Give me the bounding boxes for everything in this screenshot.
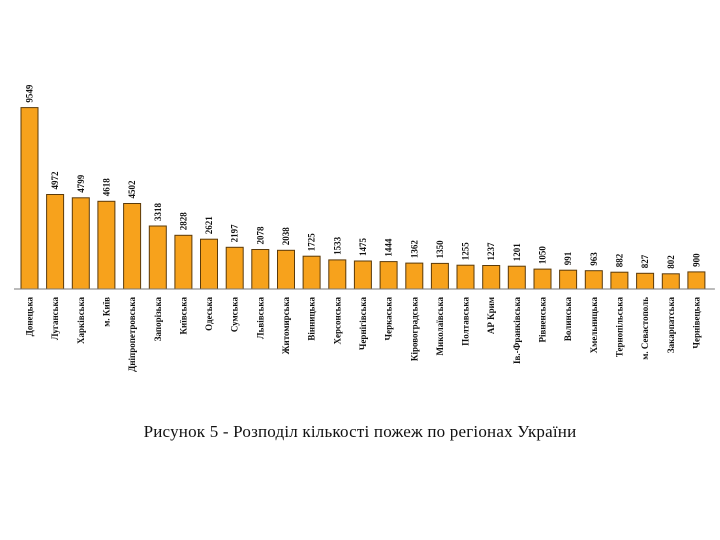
bar [251, 249, 270, 290]
value-label: 2828 [178, 212, 188, 231]
category-tick-label: Кіровоградська [409, 297, 419, 362]
bar [302, 255, 321, 290]
bar [379, 261, 398, 290]
value-label: 1362 [409, 240, 419, 259]
bar [123, 203, 142, 290]
bar [71, 197, 90, 290]
category-tick-label: Донецька [25, 297, 35, 337]
tick-labels-layer: Донецька Луганська Харківська м. Київ Дніпро… [25, 297, 702, 372]
category-tick-label: Запорізька [153, 297, 163, 342]
value-label: 1201 [512, 243, 522, 262]
category-tick-label: Дніпропетровська [127, 297, 137, 372]
category-tick-label: Черкаська [384, 297, 394, 341]
bar [277, 249, 295, 290]
bar [148, 225, 167, 290]
value-label: 4799 [76, 174, 86, 193]
category-tick-label: Миколаївська [435, 297, 445, 356]
bar [636, 272, 655, 290]
category-tick-label: Чернівецька [691, 297, 701, 349]
bar [456, 264, 475, 290]
category-tick-label: м. Київ [101, 297, 111, 327]
value-label: 2621 [204, 216, 214, 235]
bar [687, 271, 706, 290]
bar [661, 273, 680, 290]
category-tick-label: Київська [178, 297, 188, 335]
value-label: 1050 [538, 246, 548, 265]
bar [584, 270, 603, 290]
category-tick-label: м. Севастополь [640, 297, 650, 360]
value-label: 2078 [255, 226, 265, 245]
value-label: 802 [666, 255, 676, 269]
value-label: 3318 [153, 203, 163, 222]
bar [225, 246, 244, 290]
bars-layer [20, 107, 706, 290]
category-tick-label: Вінницька [307, 297, 317, 341]
value-label: 1444 [384, 238, 394, 257]
value-label: 827 [640, 254, 650, 268]
category-tick-label: Рівненська [538, 297, 548, 343]
bar [430, 262, 449, 290]
category-tick-label: Волинська [563, 297, 573, 342]
bar [353, 260, 372, 290]
value-label: 900 [691, 253, 701, 267]
value-label: 4502 [127, 180, 137, 199]
value-label: 2038 [281, 227, 291, 246]
bar [610, 271, 629, 290]
bar [20, 107, 39, 290]
bar [174, 234, 193, 290]
category-tick-label: Житомирська [281, 297, 291, 355]
category-tick-label: Луганська [50, 297, 60, 341]
bar [559, 269, 578, 290]
category-tick-label: Одеська [204, 297, 214, 331]
value-label: 4972 [50, 171, 60, 190]
category-tick-label: Херсонська [332, 297, 342, 345]
figure-caption: Рисунок 5 - Розподіл кількості пожеж по … [143, 422, 577, 441]
category-tick-label: Харківська [76, 297, 86, 344]
category-tick-label: Чернігівська [358, 297, 368, 351]
bar [405, 262, 424, 290]
value-label: 963 [589, 252, 599, 266]
bar [46, 194, 65, 290]
value-label: 882 [614, 253, 624, 267]
value-label: 9549 [25, 84, 35, 103]
value-labels-layer: 9549 4972 4799 4618 4502 3318 2828 2621 2197 2078… [25, 84, 702, 269]
bar [507, 265, 526, 290]
value-label: 2197 [230, 224, 240, 243]
value-label: 1533 [332, 236, 342, 255]
category-tick-label: Львівська [255, 297, 265, 340]
category-tick-label: АР Крим [486, 297, 496, 334]
value-label: 1237 [486, 242, 496, 261]
bar [482, 265, 501, 290]
category-tick-label: Закарпатська [666, 297, 676, 354]
value-label: 991 [563, 251, 573, 265]
bar [533, 268, 552, 290]
category-tick-label: Полтавська [461, 297, 471, 346]
bar [328, 259, 347, 290]
category-tick-label: Ів.-Франківська [512, 297, 522, 364]
value-label: 4618 [101, 178, 111, 197]
value-label: 1350 [435, 240, 445, 259]
value-label: 1255 [461, 242, 471, 261]
category-tick-label: Тернопільська [614, 297, 624, 358]
value-label: 1725 [307, 233, 317, 252]
value-label: 1475 [358, 238, 368, 257]
category-tick-label: Сумська [230, 297, 240, 333]
category-tick-label: Хмельницька [589, 297, 599, 354]
bar [97, 200, 116, 290]
bar [200, 238, 218, 290]
